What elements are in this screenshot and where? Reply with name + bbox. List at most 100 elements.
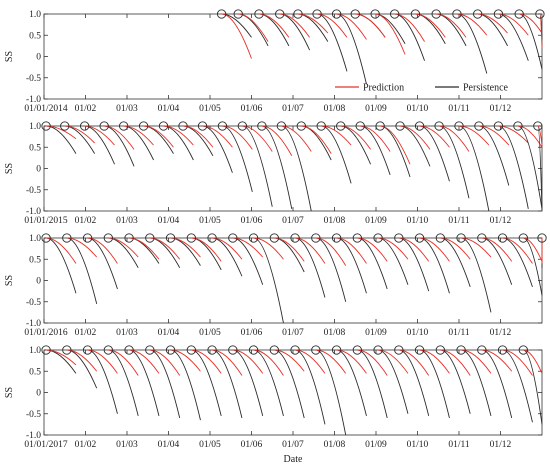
y-tick-label: -1.0 bbox=[26, 207, 41, 217]
prediction-curve bbox=[87, 237, 118, 264]
persistence-curve bbox=[66, 237, 98, 304]
prediction-curve bbox=[143, 125, 174, 148]
prediction-curve bbox=[108, 349, 139, 376]
persistence-curve bbox=[149, 237, 181, 268]
forecast-start-marker bbox=[82, 345, 93, 355]
forecast-start-marker bbox=[41, 121, 51, 131]
prediction-curve bbox=[519, 13, 543, 34]
forecast-start-marker bbox=[124, 345, 134, 355]
prediction-curve bbox=[378, 237, 409, 260]
persistence-curve bbox=[478, 125, 510, 186]
panel-2016: 1.0 0.5 0 -0.5 -1.0 SS 01/01/2016 01/02 01/03 01/… bbox=[4, 233, 547, 338]
x-tick-label: 01/01/2016 bbox=[24, 328, 68, 338]
forecast-start-marker bbox=[513, 121, 523, 131]
persistence-curve bbox=[537, 125, 543, 212]
forecast-start-marker bbox=[62, 345, 72, 355]
prediction-curve bbox=[481, 349, 513, 372]
persistence-curve bbox=[336, 13, 367, 85]
prediction-curve bbox=[170, 237, 201, 258]
prediction-curve bbox=[419, 125, 450, 148]
prediction-curve bbox=[149, 237, 181, 260]
forecast-start-marker bbox=[497, 345, 508, 355]
forecast-start-marker bbox=[228, 345, 238, 355]
y-tick-label: -0.5 bbox=[26, 410, 41, 420]
persistence-curve bbox=[380, 125, 411, 178]
persistence-curve bbox=[242, 125, 273, 207]
prediction-curve bbox=[436, 13, 467, 38]
persistence-curve bbox=[232, 349, 264, 416]
x-tick-label: 01/04 bbox=[158, 440, 180, 450]
forecast-start-marker bbox=[82, 233, 93, 243]
forecast-start-marker bbox=[119, 121, 129, 131]
prediction-curve bbox=[498, 125, 529, 144]
forecast-start-marker bbox=[138, 121, 149, 131]
prediction-curve bbox=[84, 125, 115, 146]
prediction-curve bbox=[183, 125, 214, 148]
forecast-start-marker bbox=[395, 121, 405, 131]
persistence-curve bbox=[253, 349, 284, 416]
forecast-start-marker bbox=[207, 345, 217, 355]
prediction-curve bbox=[212, 237, 243, 260]
forecast-start-marker bbox=[474, 121, 484, 131]
forecast-start-marker bbox=[435, 345, 445, 355]
forecast-start-marker bbox=[217, 121, 228, 131]
prediction-curve bbox=[46, 349, 77, 366]
prediction-curve bbox=[281, 125, 312, 152]
x-tick-label: 01/08 bbox=[324, 440, 346, 450]
forecast-start-marker bbox=[41, 233, 51, 243]
forecast-start-marker bbox=[370, 9, 380, 19]
forecast-start-marker bbox=[186, 233, 196, 243]
x-tick-label: 01/02 bbox=[75, 328, 97, 338]
forecast-start-marker bbox=[452, 9, 462, 19]
prediction-curve bbox=[340, 125, 371, 150]
x-tick-label: 01/06 bbox=[241, 104, 263, 114]
prediction-curve bbox=[221, 13, 252, 59]
legend-label-persistence: Persistence bbox=[463, 83, 509, 94]
x-tick-label: 01/10 bbox=[407, 104, 429, 114]
persistence-curve bbox=[261, 125, 293, 209]
forecast-start-marker bbox=[257, 121, 267, 131]
prediction-curve bbox=[108, 237, 139, 258]
x-tick-label: 01/10 bbox=[407, 216, 429, 226]
persistence-curve bbox=[419, 349, 450, 419]
x-tick-label: 01/04 bbox=[158, 328, 180, 338]
forecast-start-marker bbox=[269, 345, 279, 355]
persistence-curve bbox=[149, 349, 181, 419]
prediction-curve bbox=[375, 13, 406, 55]
persistence-curve bbox=[456, 13, 488, 74]
forecast-start-marker bbox=[414, 233, 425, 243]
persistence-curve bbox=[238, 13, 269, 47]
forecast-start-marker bbox=[103, 345, 113, 355]
panel-2014: 1.0 0.5 0 -0.5 -1.0 SS 01/01/2014 01/02 01/03 01/… bbox=[4, 9, 545, 114]
x-tick-label: 01/09 bbox=[365, 104, 387, 114]
y-tick-label: -0.5 bbox=[26, 74, 41, 84]
persistence-curve bbox=[440, 349, 471, 414]
persistence-curve bbox=[315, 349, 347, 436]
prediction-curve bbox=[498, 13, 529, 36]
persistence-curve bbox=[460, 237, 492, 313]
persistence-curve bbox=[378, 237, 409, 285]
forecast-start-marker bbox=[518, 345, 528, 355]
persistence-curve bbox=[258, 13, 290, 47]
forecast-start-marker bbox=[293, 9, 303, 19]
forecast-start-marker bbox=[145, 345, 155, 355]
persistence-curve bbox=[64, 125, 96, 154]
prediction-curve bbox=[461, 349, 492, 374]
persistence-curve bbox=[398, 237, 430, 292]
persistence-curve bbox=[336, 349, 367, 416]
prediction-curve bbox=[301, 125, 332, 154]
forecast-start-marker bbox=[276, 121, 287, 131]
persistence-curve bbox=[128, 349, 160, 416]
forecast-start-marker bbox=[394, 233, 404, 243]
x-tick-label: 01/09 bbox=[365, 216, 387, 226]
prediction-curve bbox=[539, 13, 543, 49]
prediction-curve bbox=[66, 237, 98, 258]
persistence-curve bbox=[415, 13, 446, 44]
prediction-curve bbox=[477, 13, 508, 34]
y-tick-label: -0.5 bbox=[26, 298, 41, 308]
persistence-curve bbox=[191, 349, 222, 416]
x-tick-label: 01/03 bbox=[116, 216, 138, 226]
x-tick-label: 01/03 bbox=[116, 104, 138, 114]
prediction-curve bbox=[456, 13, 488, 36]
